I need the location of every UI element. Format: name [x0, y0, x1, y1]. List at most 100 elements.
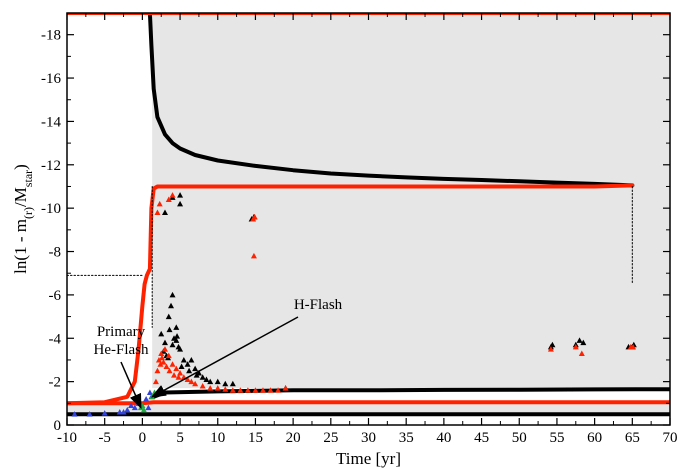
series-10-point	[251, 213, 258, 220]
series-10-point	[267, 387, 274, 393]
x-tick-label: 50	[512, 430, 527, 446]
x-tick-label: 70	[663, 430, 678, 446]
series-9-point	[165, 313, 172, 320]
series-10-point	[157, 361, 164, 367]
series-9-point	[199, 374, 206, 380]
series-11-point	[145, 404, 152, 411]
series-10-point	[165, 196, 172, 202]
shaded-region-layer	[67, 13, 670, 415]
y-axis-title-part: ln(1 - m	[11, 219, 30, 274]
series-2-line	[151, 387, 670, 399]
x-tick-label: 45	[474, 430, 489, 446]
series-9-point	[184, 361, 191, 367]
series-9-point	[186, 367, 193, 374]
series-9-point	[180, 356, 187, 363]
series-9-point	[576, 337, 583, 343]
series-10-point	[229, 387, 236, 393]
series-9-point	[166, 326, 173, 333]
series-10-point	[282, 385, 289, 391]
x-tick-label: 25	[323, 430, 338, 446]
y-tick-label: -14	[41, 114, 61, 130]
y-tick-label: -4	[49, 331, 62, 347]
series-3-line	[67, 400, 670, 406]
series-10-point	[154, 209, 161, 215]
x-axis-title: Time [yr]	[336, 449, 401, 468]
series-9-point	[177, 192, 184, 198]
series-9-point	[175, 343, 182, 350]
y-tick-label: -16	[41, 71, 61, 87]
series-9-point	[161, 339, 168, 346]
series-10-point	[188, 378, 195, 385]
series-9-point	[188, 356, 195, 363]
x-tick-label: 60	[587, 430, 602, 446]
series-10-point	[250, 252, 257, 259]
series-9-point	[193, 372, 200, 378]
series-10-point	[184, 376, 191, 382]
series-11-point	[86, 411, 93, 417]
annotations-layer: Primary He-Flash H-Flash	[94, 297, 343, 410]
series-9-point	[168, 302, 175, 309]
series-0-line	[147, 13, 635, 188]
y-tick-label: -2	[49, 375, 62, 391]
y-tick-label: 0	[54, 418, 62, 434]
x-tick-label: 40	[436, 430, 451, 446]
series-10-point	[175, 374, 182, 380]
series-10-point	[152, 378, 159, 385]
y-axis-title-part: )	[11, 164, 30, 170]
x-tick-label: 20	[286, 430, 301, 446]
series-10-point	[199, 382, 206, 389]
series-9-point	[173, 324, 180, 330]
annotation-arrow	[120, 361, 142, 410]
series-9-point	[169, 291, 176, 298]
series-11-point	[124, 406, 131, 413]
series-9-point	[158, 330, 165, 337]
series-10-point	[156, 200, 163, 207]
series-10-point	[171, 372, 178, 378]
y-tick-label: -8	[49, 245, 62, 261]
series-10-point	[173, 365, 180, 372]
y-tick-label: -6	[49, 288, 62, 304]
series-10-point	[163, 363, 170, 369]
x-tick-label: 35	[399, 430, 414, 446]
y-axis-title-part: /M	[11, 187, 30, 207]
series-10-point	[244, 387, 251, 393]
series-9-point	[549, 341, 556, 348]
annotation-primary-he-flash-label: He-Flash	[94, 342, 149, 358]
series-9-point	[207, 378, 214, 385]
series-10-point	[177, 369, 184, 376]
series-10-point	[252, 387, 259, 393]
series-9-point	[192, 365, 199, 372]
annotation-primary-he-flash-label: Primary	[97, 324, 146, 340]
shaded-region	[152, 13, 670, 389]
series-9-point	[203, 376, 210, 382]
series-9-point	[174, 333, 181, 339]
series-10-point	[222, 386, 229, 392]
series-11-point	[71, 411, 78, 417]
series-9-point	[214, 378, 221, 385]
series-10-point	[214, 385, 221, 391]
y-axis-title-subscript: star	[21, 170, 35, 187]
series-9-point	[173, 337, 180, 343]
series-9-point	[178, 363, 185, 369]
series-10-point	[158, 350, 165, 356]
shaded-region	[67, 402, 670, 415]
series-10-point	[259, 387, 266, 393]
series-10-point	[165, 352, 172, 359]
series-layer	[67, 13, 670, 417]
series-10-point	[169, 192, 176, 198]
y-axis-title-subscript: (r)	[21, 207, 35, 219]
y-tick-label: -18	[41, 28, 61, 44]
series-11-point	[143, 395, 150, 402]
series-10-point	[166, 367, 173, 374]
x-tick-label: -10	[57, 430, 77, 446]
series-10-point	[572, 343, 579, 350]
series-12-point	[140, 406, 147, 413]
annotation-h-flash-label: H-Flash	[294, 297, 343, 313]
y-axis-title: ln(1 - m(r)/Mstar)	[11, 164, 35, 274]
series-10-point	[630, 343, 637, 350]
series-10-point	[275, 387, 282, 393]
x-tick-label: 55	[549, 430, 564, 446]
series-9-point	[169, 341, 176, 348]
series-10-point	[161, 346, 168, 352]
